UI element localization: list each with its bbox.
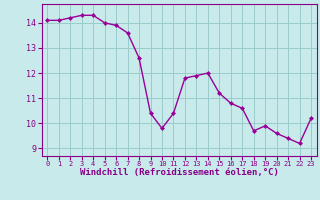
X-axis label: Windchill (Refroidissement éolien,°C): Windchill (Refroidissement éolien,°C) [80,168,279,177]
